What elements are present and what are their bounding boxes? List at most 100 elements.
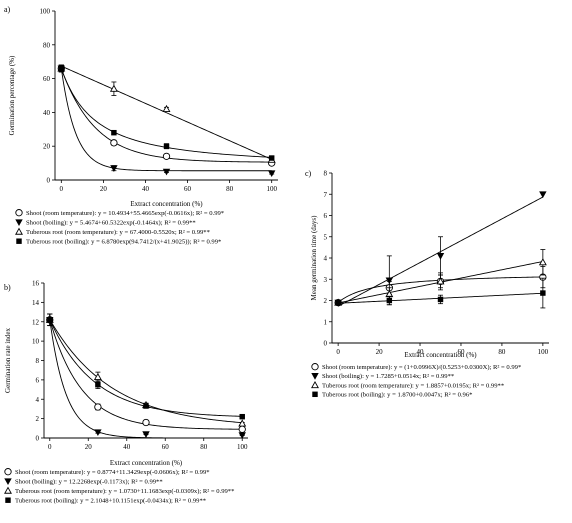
y-tick-label: 5: [324, 233, 328, 241]
series-4: [335, 277, 546, 309]
data-point: [143, 403, 149, 409]
x-tick-label: 0: [60, 185, 64, 193]
y-tick-label: 40: [43, 109, 51, 117]
panel-label: c): [305, 169, 312, 178]
x-tick-label: 60: [184, 185, 192, 193]
y-tick-label: 8: [36, 357, 40, 365]
x-axis-title: Extract concentration (%): [404, 351, 477, 359]
data-point: [94, 429, 102, 437]
series-3: [45, 313, 247, 427]
chart-panel-3: c) 0 20 40 60 80 100 0 1 2 3 4 5 6 7 8 Mean germination …: [305, 169, 549, 399]
y-tick-label: 4: [36, 396, 40, 404]
data-point: [268, 155, 275, 161]
legend-entry: Shoot (room temperature): y = 10.4934+55…: [26, 210, 224, 217]
legend-marker: [15, 227, 23, 235]
panel-label: a): [4, 5, 11, 14]
x-tick-label: 100: [237, 443, 248, 451]
series-1: [57, 64, 276, 167]
x-tick-label: 20: [85, 443, 93, 451]
data-point: [111, 129, 117, 136]
legend-marker: [311, 373, 319, 380]
x-tick-label: 80: [226, 185, 234, 193]
legend-entry: Shoot (room temperature): y = (1+0.0996X…: [322, 364, 521, 371]
legend-entry: Shoot (boiling): y = 5.4674+60.5322exp(-…: [26, 220, 196, 227]
x-tick-label: 20: [100, 185, 108, 193]
data-point: [94, 403, 102, 411]
data-point: [238, 419, 247, 427]
legend-marker: [15, 219, 23, 227]
data-point: [267, 170, 276, 178]
legend-marker: [16, 238, 22, 244]
legend-marker: [4, 478, 12, 486]
y-tick-label: 6: [324, 212, 328, 220]
data-point: [110, 139, 118, 147]
series-4: [58, 64, 275, 161]
x-tick-label: 60: [162, 443, 170, 451]
y-tick-label: 0: [324, 340, 328, 348]
legend: Shoot (room temperature): y = 10.4934+55…: [15, 209, 224, 246]
data-point: [47, 317, 53, 323]
fit-curve: [61, 65, 272, 160]
y-tick-label: 0: [47, 177, 51, 185]
y-tick-label: 1: [324, 318, 328, 326]
legend-marker: [15, 209, 23, 217]
x-tick-label: 100: [538, 348, 549, 356]
data-point: [385, 277, 394, 285]
panel-label: b): [4, 283, 11, 292]
x-tick-label: 40: [123, 443, 131, 451]
data-point: [538, 258, 547, 266]
data-point: [539, 191, 547, 199]
y-tick-label: 6: [36, 376, 40, 384]
legend-marker: [4, 486, 12, 494]
y-tick-label: 80: [43, 41, 51, 49]
legend-marker: [5, 497, 11, 503]
data-point: [238, 432, 246, 439]
y-axis-title: Germination rate index: [4, 328, 12, 393]
legend-entry: Tuberous root (boiling): y = 6.8780exp(9…: [26, 239, 221, 246]
legend-entry: Tuberous root (room temperature): y = 67…: [26, 229, 210, 236]
chart-panel-2: b) 0 20 40 60 80 100 0 2 4 6 8 10 12 14 16 Germination r…: [4, 280, 248, 505]
x-tick-label: 20: [376, 348, 384, 356]
data-point: [386, 297, 393, 304]
x-tick-label: 0: [336, 348, 340, 356]
chart-panel-1: a) 0 20 40 60 80 100 0 20 40 60 80 100 Germination pe…: [4, 5, 278, 246]
legend-entry: Shoot (boiling): y = 12.2268exp(-0.1173x…: [15, 479, 163, 486]
data-point: [436, 253, 445, 260]
data-point: [163, 143, 170, 149]
series-1: [46, 313, 246, 433]
x-tick-label: 80: [200, 443, 208, 451]
y-tick-label: 20: [43, 143, 51, 151]
data-point: [162, 152, 171, 160]
y-tick-label: 10: [32, 338, 40, 346]
fit-curve: [49, 319, 243, 430]
legend-marker: [311, 380, 319, 389]
data-point: [109, 84, 118, 92]
x-tick-label: 80: [498, 348, 506, 356]
legend-entry: Tuberous root (room temperature): y = 1.…: [322, 382, 504, 389]
y-tick-label: 0: [36, 435, 40, 443]
y-tick-label: 16: [32, 280, 40, 288]
data-point: [142, 418, 150, 427]
x-axis-title: Extract concentration (%): [110, 459, 183, 467]
data-point: [335, 299, 341, 306]
legend: Shoot (room temperature): y = 0.8774+11.…: [4, 468, 234, 505]
legend-entry: Tuberous root (room temperature): y = 1.…: [15, 488, 234, 495]
data-point: [162, 104, 171, 113]
series-4: [47, 313, 245, 420]
x-axis-title: Extract concentration (%): [130, 200, 203, 208]
data-point: [95, 381, 101, 388]
y-tick-label: 7: [324, 191, 328, 199]
data-point: [93, 372, 102, 380]
y-tick-label: 60: [43, 75, 51, 83]
data-point: [540, 290, 546, 296]
x-tick-label: 60: [457, 348, 465, 356]
series-2: [334, 191, 547, 307]
legend-marker: [312, 391, 318, 398]
legend-marker: [311, 363, 319, 371]
y-tick-label: 2: [36, 415, 40, 423]
y-tick-label: 100: [40, 8, 51, 16]
y-tick-label: 8: [324, 170, 328, 178]
y-tick-label: 14: [32, 299, 40, 307]
y-tick-label: 3: [324, 276, 328, 284]
